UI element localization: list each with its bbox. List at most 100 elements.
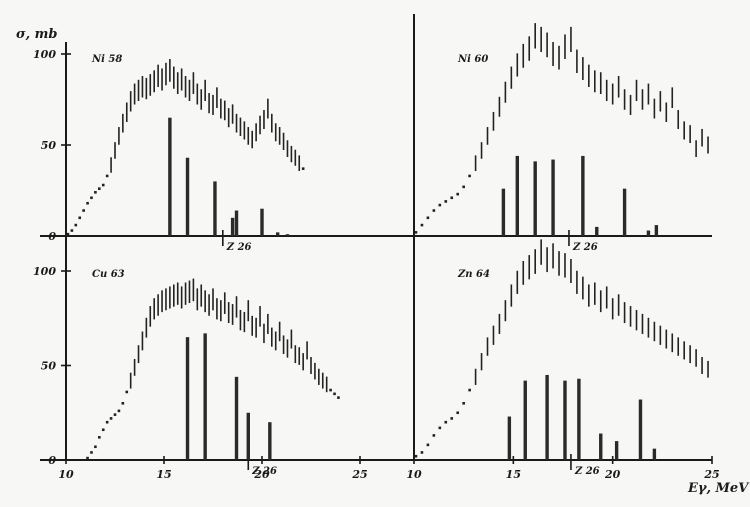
data-point <box>78 216 82 220</box>
panel-tag: Ni 58 <box>91 54 122 65</box>
spectrum-bar <box>234 210 239 236</box>
data-point <box>82 209 85 212</box>
panel-tag: Zn 64 <box>457 269 490 280</box>
data-point <box>90 451 93 454</box>
x-tick-label: 15 <box>156 468 171 481</box>
spectrum-bar <box>246 412 250 460</box>
data-point <box>420 223 424 227</box>
y-tick-label: 0 <box>48 230 56 243</box>
spectrum-bar <box>230 217 235 236</box>
spectrum-bar <box>595 226 599 236</box>
spectrum-bar <box>638 399 643 460</box>
spectrum-bar <box>260 208 264 236</box>
y-tick-label: 100 <box>33 265 56 278</box>
spectrum-bar <box>599 433 603 460</box>
x-unit-label: Eγ, MeV <box>687 481 750 496</box>
data-point <box>117 409 121 413</box>
axes <box>40 14 712 461</box>
x-tick-label: 10 <box>406 468 422 481</box>
spectrum-bar <box>275 232 280 236</box>
data-point <box>414 231 418 234</box>
data-point <box>109 417 113 420</box>
spectrum-bar <box>581 155 585 236</box>
data-point <box>70 229 74 232</box>
panel-tag: Ni 60 <box>457 54 488 65</box>
data-point <box>444 200 448 203</box>
data-point <box>121 402 125 405</box>
spectrum-bar <box>213 181 217 236</box>
spectrum-bar <box>507 416 512 460</box>
spectrum-bar <box>234 376 239 460</box>
data-point <box>456 192 460 196</box>
threshold-label: Z 26 <box>572 242 598 253</box>
spectrum-bar <box>185 157 190 236</box>
data-point <box>86 201 89 205</box>
x-tick-label: 25 <box>703 468 719 481</box>
y-unit-label: σ, mb <box>16 27 57 42</box>
spectrum-bar <box>203 333 207 460</box>
data-point <box>468 388 471 392</box>
spectrum-bar <box>614 441 619 460</box>
threshold-label: Z 26 <box>574 466 600 477</box>
data-point <box>98 187 101 190</box>
y-tick-label: 100 <box>33 48 56 61</box>
x-tick-label: 15 <box>506 468 521 481</box>
data-point <box>450 196 454 200</box>
spectrum-bar <box>168 117 172 236</box>
spectrum-bar <box>545 374 549 460</box>
x-tick-label: 10 <box>58 468 74 481</box>
data-point <box>414 454 418 458</box>
data-point <box>301 167 305 170</box>
spectrum-bar <box>577 378 581 460</box>
data-point <box>438 203 442 207</box>
data-point <box>438 426 442 430</box>
y-tick-label: 0 <box>48 454 56 467</box>
x-tick-label: 20 <box>604 468 621 481</box>
spectrum-bar <box>652 448 657 460</box>
spectrum-bar <box>268 422 272 460</box>
data-point <box>94 445 97 449</box>
spectrum-bar <box>646 230 651 236</box>
spectrum-bar <box>622 188 627 236</box>
data-point <box>74 223 78 227</box>
y-tick-label: 50 <box>41 139 57 152</box>
data-point <box>125 390 129 394</box>
spectrum-bar <box>185 337 190 460</box>
data-point <box>420 451 424 454</box>
data-point <box>462 185 465 189</box>
panel-lower-left: Cu 63 0 50 100 10 15 20 25 Z 26 <box>33 265 368 481</box>
data-point <box>456 411 460 415</box>
threshold-label: Z 26 <box>226 242 252 253</box>
spectrum-bar <box>533 161 537 236</box>
data-point <box>98 436 101 439</box>
data-point <box>426 443 430 447</box>
spectrum-bar <box>501 188 506 236</box>
data-point <box>94 191 97 194</box>
data-point <box>101 183 105 187</box>
y-tick-label: 50 <box>41 360 57 373</box>
panel-upper-left: Ni 58 0 50 100 Z 26 <box>33 48 305 253</box>
data-point <box>432 209 436 212</box>
spectrum-bar <box>563 380 567 460</box>
data-point <box>450 417 454 420</box>
x-tick-label: 25 <box>351 468 367 481</box>
data-point <box>101 428 105 432</box>
panel-lower-right: Zn 64 10 15 20 25 Z 26 <box>406 239 720 481</box>
spectrum-bar <box>515 155 520 236</box>
panel-upper-right: Ni 60 Z 26 <box>414 23 709 253</box>
spectrum-bar <box>551 159 555 236</box>
data-point <box>468 174 471 178</box>
data-point <box>105 174 109 178</box>
threshold-label: Z 26 <box>251 466 277 477</box>
spectrum-bar <box>654 225 659 236</box>
data-point <box>90 196 93 200</box>
data-point <box>432 434 436 437</box>
panel-tag: Cu 63 <box>92 269 125 280</box>
data-point <box>337 396 340 399</box>
data-point <box>462 402 465 405</box>
panels: Ni 58 0 50 100 Z 26 Ni 60 Z 26 Cu 63 0 50 100 10 15 2… <box>33 23 720 481</box>
data-point <box>426 216 430 220</box>
data-point <box>329 388 332 392</box>
spectrum-bar <box>523 380 527 460</box>
